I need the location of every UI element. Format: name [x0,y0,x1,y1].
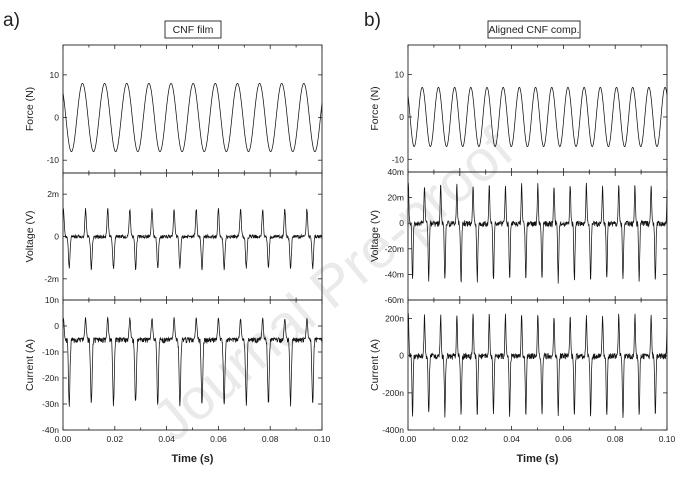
y-tick-label: -20n [42,373,59,383]
y-tick-label: 0 [54,321,59,331]
y-tick-label: -10 [392,154,405,164]
y-axis-label: Force (N) [24,87,36,131]
y-axis-label: Voltage (V) [369,210,381,262]
subplot-a-1: 10 0 -10 Force (N) [24,44,323,174]
y-tick-label: -30n [42,399,59,409]
panel-b-chart: b) Aligned CNF comp. Time (s) 10 0 -10 Forc… [364,10,676,465]
y-tick-label: 0 [399,351,404,361]
y-tick-label: -40m [385,269,404,279]
panel-a-letter: a) [3,10,20,31]
y-tick-label: 10 [395,70,405,80]
y-tick-label: -10n [42,347,59,357]
y-tick-label: 200n [385,314,404,324]
y-axis-label: Voltage (V) [24,211,36,263]
series-line [407,313,668,418]
series-line [62,82,323,153]
panel-b-label-box [487,20,581,39]
x-tick-label: 0.06 [555,434,572,444]
watermark: Journal Pre-proof [140,116,526,454]
panel-b-letter: b) [364,10,381,31]
y-tick-label: 2m [47,189,59,199]
y-axis-label: Current (A) [369,339,381,391]
y-tick-label: -400n [382,425,404,435]
series-line [62,208,323,271]
y-tick-label: -2m [44,274,59,284]
y-tick-label: 20m [387,193,404,203]
panel-a-label: CNF film [173,24,214,36]
y-tick-label: 0 [399,218,404,228]
x-tick-label: 0.10 [659,434,676,444]
x-tick-label: 0.00 [400,434,417,444]
x-tick-label: 0.04 [503,434,520,444]
y-tick-label: 40m [387,167,404,177]
x-tick-label: 0.06 [210,434,227,444]
y-axis-label: Force (N) [369,86,381,130]
subplot-b-1: 10 0 -10 Force (N) [369,44,668,173]
x-tick-label: 0.02 [107,434,124,444]
x-tick-label: 0.00 [55,434,72,444]
subplot-b-3: 200n 0 -200n -400n Current (A) [369,299,668,435]
panel-a-chart: a) CNF film Time (s) 10 0 -10 Force (N) 2m 0 -… [3,10,331,465]
y-tick-label: 10 [50,70,60,80]
watermark-text: Journal Pre-proof [140,116,526,454]
series-line [62,316,323,407]
plot-frame [62,44,323,174]
panel-b-x-axis-label: Time (s) [517,453,559,465]
y-tick-label: -40n [42,425,59,435]
y-tick-label: -60m [385,295,404,305]
y-tick-label: 10n [45,295,59,305]
y-tick-label: -10 [47,155,60,165]
x-tick-label: 0.04 [158,434,175,444]
subplot-a-2: 2m 0 -2m Voltage (V) [24,172,323,301]
y-tick-label: 0 [399,112,404,122]
y-tick-label: 0 [54,113,59,123]
y-tick-label: 0 [54,232,59,242]
panel-b-label: Aligned CNF comp. [488,24,579,36]
x-tick-label: 0.02 [452,434,469,444]
subplot-a-3: 10n 0 -10n -20n -30n -40n Current (A) [24,295,323,435]
x-tick-label: 0.10 [314,434,331,444]
series-line [407,86,668,148]
x-tick-label: 0.08 [607,434,624,444]
x-tick-label: 0.08 [262,434,279,444]
y-axis-label: Current (A) [24,339,36,391]
panel-a-x-axis-label: Time (s) [172,453,214,465]
panel-a-label-box [164,20,222,39]
y-tick-label: -20m [385,244,404,254]
y-tick-label: -200n [382,388,404,398]
series-line [407,182,668,284]
